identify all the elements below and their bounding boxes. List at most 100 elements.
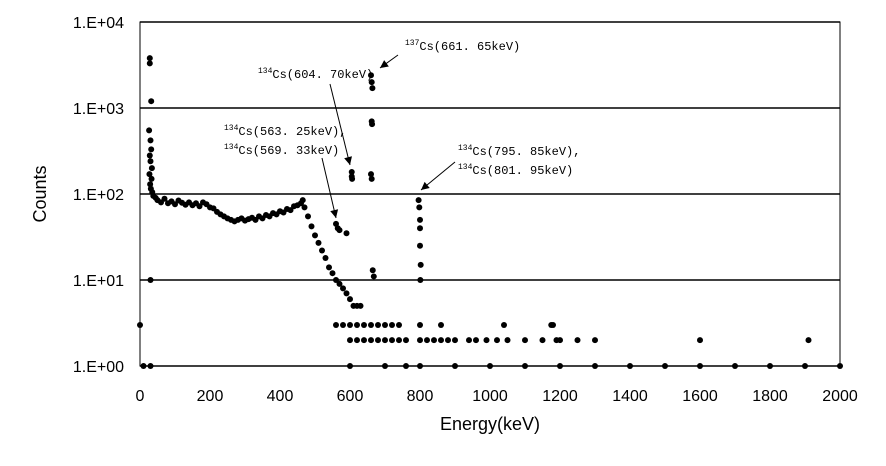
- data-point: [382, 321, 388, 328]
- y-tick-label: 1.E+00: [73, 359, 124, 376]
- data-point: [146, 127, 153, 134]
- data-point: [452, 363, 458, 369]
- peak-label: 134Cs(563. 25keV),: [224, 124, 346, 139]
- data-point: [140, 363, 147, 369]
- x-tick-label: 0: [136, 388, 145, 405]
- x-tick-label: 1800: [752, 388, 788, 405]
- data-point: [147, 277, 154, 283]
- data-point: [368, 321, 374, 328]
- x-tick-label: 1200: [542, 388, 578, 405]
- data-point: [343, 290, 350, 297]
- data-point: [368, 175, 375, 182]
- data-point: [146, 171, 153, 178]
- y-axis-ticks: 1.E+00 1.E+01 1.E+02 1.E+03 1.E+04: [73, 15, 124, 376]
- peak-label-text: Cs(569. 33keV): [238, 144, 339, 158]
- data-point: [146, 152, 153, 159]
- x-axis-ticks: 0 200 400 600 800 1000 1200 1400 1600 1800 2000: [136, 388, 858, 405]
- data-point: [487, 363, 493, 369]
- data-point: [550, 321, 556, 328]
- data-point: [417, 225, 423, 232]
- x-tick-label: 1000: [472, 388, 508, 405]
- x-tick-label: 2000: [822, 388, 858, 405]
- x-tick-label: 200: [197, 388, 224, 405]
- data-point: [329, 270, 336, 277]
- data-point: [347, 363, 353, 369]
- peak-label-text: Cs(563. 25keV),: [238, 125, 346, 139]
- data-point: [148, 98, 155, 105]
- data-point: [301, 204, 308, 211]
- x-tick-label: 800: [407, 388, 434, 405]
- data-point: [333, 321, 339, 328]
- data-point: [417, 321, 423, 328]
- data-point: [697, 337, 703, 344]
- data-point: [361, 321, 367, 328]
- data-point: [466, 337, 472, 344]
- data-point: [347, 296, 353, 303]
- arrow-head: [344, 156, 352, 165]
- data-point: [417, 277, 424, 283]
- data-point: [697, 363, 703, 369]
- isotope-mass-number: 134: [458, 144, 473, 153]
- data-point: [416, 204, 423, 211]
- data-point: [431, 337, 437, 344]
- x-tick-label: 400: [267, 388, 294, 405]
- data-point: [767, 363, 773, 369]
- isotope-mass-number: 134: [224, 143, 239, 152]
- data-point: [370, 273, 377, 280]
- data-point: [354, 337, 360, 344]
- data-point: [368, 171, 374, 178]
- data-point: [375, 337, 381, 344]
- data-point: [368, 79, 375, 86]
- data-point: [438, 321, 444, 328]
- data-point: [147, 137, 154, 144]
- peak-label-text: Cs(661. 65keV): [419, 40, 520, 54]
- data-point: [319, 247, 325, 254]
- data-point: [368, 337, 374, 344]
- data-point: [287, 207, 294, 214]
- annotation-arrow: [329, 83, 351, 166]
- data-point: [375, 321, 381, 328]
- data-point: [501, 321, 507, 328]
- isotope-mass-number: 134: [224, 124, 239, 133]
- data-point: [147, 363, 154, 369]
- data-point: [146, 60, 153, 67]
- data-point: [361, 337, 367, 344]
- data-point: [326, 264, 332, 271]
- data-point: [308, 223, 315, 230]
- arrow-head: [330, 209, 339, 218]
- data-point: [347, 337, 353, 344]
- data-point: [574, 337, 581, 344]
- data-point: [347, 321, 353, 328]
- y-axis-label: Counts: [30, 165, 50, 222]
- peak-label: 134Cs(801. 95keV): [458, 163, 573, 178]
- data-point: [369, 85, 376, 92]
- data-point: [452, 337, 458, 344]
- y-tick-label: 1.E+03: [73, 101, 124, 118]
- peak-label-text: Cs(801. 95keV): [472, 164, 573, 178]
- data-point: [148, 146, 155, 153]
- data-point: [343, 230, 350, 237]
- data-point: [403, 363, 409, 369]
- data-point: [732, 363, 738, 369]
- isotope-mass-number: 134: [258, 67, 273, 76]
- data-point: [417, 261, 424, 268]
- arrow-head: [421, 181, 430, 190]
- data-point: [389, 321, 395, 328]
- data-point: [315, 239, 322, 246]
- data-point: [483, 337, 490, 344]
- data-point: [837, 363, 843, 369]
- data-point: [305, 213, 311, 220]
- y-grid: [140, 21, 840, 367]
- data-point: [522, 363, 528, 369]
- data-point: [539, 337, 546, 344]
- data-point: [336, 280, 343, 287]
- data-point: [445, 337, 451, 344]
- peak-label: 134Cs(569. 33keV): [224, 143, 339, 158]
- peak-label: 137Cs(661. 65keV): [405, 39, 520, 54]
- data-point: [522, 337, 528, 344]
- data-point: [336, 227, 343, 234]
- data-point: [557, 337, 563, 344]
- data-point: [172, 201, 178, 208]
- data-point: [494, 337, 500, 344]
